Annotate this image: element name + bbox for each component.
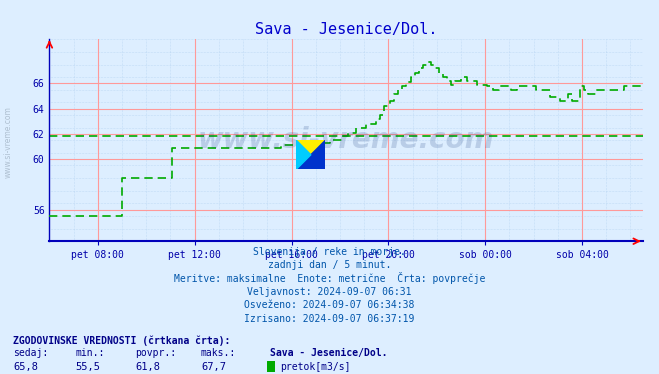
Text: Meritve: maksimalne  Enote: metrične  Črta: povprečje: Meritve: maksimalne Enote: metrične Črta… [174, 273, 485, 285]
Text: pretok[m3/s]: pretok[m3/s] [280, 362, 351, 372]
Text: Slovenija / reke in morje.: Slovenija / reke in morje. [253, 247, 406, 257]
Text: 61,8: 61,8 [135, 362, 160, 372]
Text: min.:: min.: [76, 349, 105, 358]
Text: www.si-vreme.com: www.si-vreme.com [198, 126, 494, 154]
Polygon shape [297, 140, 326, 169]
Text: www.si-vreme.com: www.si-vreme.com [3, 106, 13, 178]
Text: Osveženo: 2024-09-07 06:34:38: Osveženo: 2024-09-07 06:34:38 [244, 300, 415, 310]
Text: 55,5: 55,5 [76, 362, 101, 372]
Text: Izrisano: 2024-09-07 06:37:19: Izrisano: 2024-09-07 06:37:19 [244, 314, 415, 324]
Text: zadnji dan / 5 minut.: zadnji dan / 5 minut. [268, 260, 391, 270]
Text: sedaj:: sedaj: [13, 349, 48, 358]
Polygon shape [297, 140, 311, 169]
Text: Veljavnost: 2024-09-07 06:31: Veljavnost: 2024-09-07 06:31 [247, 287, 412, 297]
Title: Sava - Jesenice/Dol.: Sava - Jesenice/Dol. [255, 22, 437, 37]
Text: ZGODOVINSKE VREDNOSTI (črtkana črta):: ZGODOVINSKE VREDNOSTI (črtkana črta): [13, 335, 231, 346]
Text: povpr.:: povpr.: [135, 349, 176, 358]
Text: 67,7: 67,7 [201, 362, 226, 372]
Text: maks.:: maks.: [201, 349, 236, 358]
Text: 65,8: 65,8 [13, 362, 38, 372]
Text: Sava - Jesenice/Dol.: Sava - Jesenice/Dol. [270, 349, 387, 358]
